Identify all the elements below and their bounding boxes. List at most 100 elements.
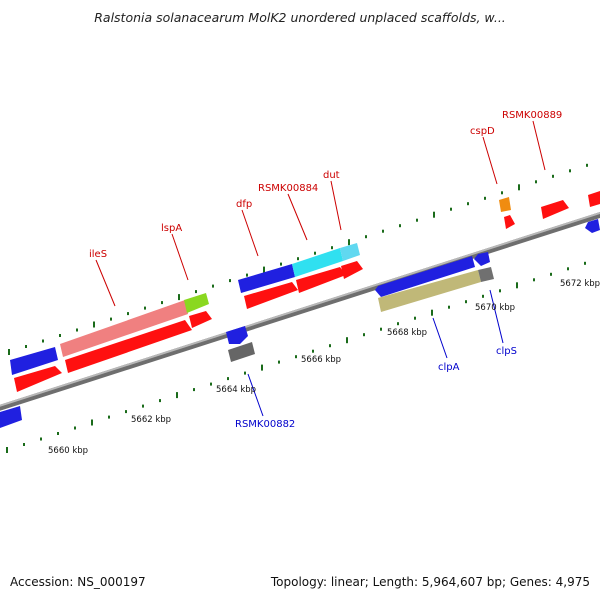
scale-tick <box>142 404 144 408</box>
forward-strand-genes <box>10 191 600 392</box>
scale-tick <box>365 235 367 239</box>
gene-box[interactable] <box>340 243 360 261</box>
scale-tick <box>76 328 78 332</box>
scale-tick <box>569 169 571 173</box>
reverse-strand-genes <box>0 219 600 428</box>
scale-tick <box>244 371 246 375</box>
scale-tick <box>25 345 27 348</box>
label-leaders <box>95 120 546 417</box>
gene-box[interactable] <box>375 256 475 297</box>
gene-box[interactable] <box>226 326 248 344</box>
gene-box[interactable] <box>292 248 343 277</box>
scale-tick <box>448 305 450 309</box>
gene-box[interactable] <box>244 282 298 309</box>
scale-tick <box>246 273 248 277</box>
gene-box[interactable] <box>228 342 255 362</box>
scale-tick <box>161 301 163 305</box>
scale-tick <box>431 309 433 316</box>
scale-tick <box>263 266 265 273</box>
gene-label-rsmk00889[interactable]: RSMK00889 <box>502 110 562 121</box>
scale-tick <box>178 294 180 301</box>
scale-tick <box>93 321 95 328</box>
scale-tick <box>346 337 348 344</box>
gene-box[interactable] <box>541 200 569 219</box>
scale-tick <box>312 349 314 353</box>
scale-tick <box>193 388 195 392</box>
scale-tick <box>382 229 384 233</box>
scale-tick <box>278 360 280 364</box>
scale-tick <box>108 415 110 419</box>
scale-tick <box>501 191 503 195</box>
gene-box[interactable] <box>238 264 295 293</box>
scale-tick <box>499 289 501 293</box>
scale-tick <box>8 349 10 355</box>
gene-label-rsmk00882[interactable]: RSMK00882 <box>235 419 295 430</box>
gene-box[interactable] <box>65 320 192 373</box>
scale-tick <box>329 344 331 348</box>
gene-label-dut[interactable]: dut <box>323 170 340 181</box>
gene-box[interactable] <box>189 311 212 328</box>
accession-text: Accession: NS_000197 <box>10 575 146 589</box>
gene-label-ileS[interactable]: ileS <box>89 249 107 260</box>
gene-box[interactable] <box>296 267 346 293</box>
scale-tick <box>144 306 146 310</box>
genome-summary-text: Topology: linear; Length: 5,964,607 bp; … <box>270 575 590 589</box>
scale-tick <box>297 257 299 261</box>
gene-box[interactable] <box>184 293 209 313</box>
scale-label: 5668 kbp <box>387 328 427 338</box>
scale-tick <box>23 443 25 446</box>
gene-box[interactable] <box>478 267 494 282</box>
scale-tick <box>467 202 469 206</box>
scale-label: 5662 kbp <box>131 415 171 425</box>
gene-box[interactable] <box>341 261 363 279</box>
gene-box[interactable] <box>10 347 58 375</box>
gene-box[interactable] <box>588 191 600 207</box>
genome-backbone <box>0 212 600 411</box>
scale-label: 5670 kbp <box>475 303 515 313</box>
gene-labels: ileS lspA dfp RSMK00884 dut cspD RSMK008… <box>89 110 562 430</box>
gene-box[interactable] <box>0 406 22 428</box>
gene-label-rsmk00884[interactable]: RSMK00884 <box>258 183 318 194</box>
scale-tick <box>414 316 416 320</box>
gene-box[interactable] <box>14 366 62 392</box>
scale-tick <box>6 447 8 453</box>
map-title: Ralstonia solanacearum MolK2 unordered u… <box>94 10 506 25</box>
gene-label-clpA[interactable]: clpA <box>438 362 460 373</box>
gene-label-clpS[interactable]: clpS <box>496 346 517 357</box>
gene-box[interactable] <box>60 300 188 357</box>
scale-tick <box>584 261 586 265</box>
scale-tick <box>331 246 333 250</box>
scale-tick <box>533 278 535 282</box>
scale-tick <box>586 163 588 167</box>
scale-tick <box>518 184 520 191</box>
scale-tick <box>59 334 61 337</box>
gene-box[interactable] <box>378 270 481 312</box>
gene-box[interactable] <box>585 219 600 233</box>
scale-tick <box>416 218 418 222</box>
gene-label-cspD[interactable]: cspD <box>470 126 495 137</box>
scale-ticks <box>6 163 588 453</box>
scale-tick <box>314 251 316 255</box>
gene-box[interactable] <box>504 215 515 229</box>
scale-tick <box>516 282 518 289</box>
scale-label: 5660 kbp <box>48 446 88 456</box>
scale-tick <box>450 207 452 211</box>
gene-box[interactable] <box>474 252 490 266</box>
scale-label: 5672 kbp <box>560 279 600 289</box>
scale-tick <box>127 312 129 316</box>
scale-tick <box>433 211 435 218</box>
scale-tick <box>567 267 569 271</box>
scale-labels: 5660 kbp 5662 kbp 5664 kbp 5666 kbp 5668… <box>48 279 600 456</box>
scale-tick <box>40 437 42 441</box>
gene-box[interactable] <box>499 197 511 212</box>
gene-label-lspA[interactable]: lspA <box>161 223 182 234</box>
scale-tick <box>176 392 178 399</box>
scale-tick <box>227 377 229 381</box>
scale-tick <box>484 196 486 200</box>
scale-tick <box>550 272 552 276</box>
scale-tick <box>348 239 350 246</box>
gene-label-dfp[interactable]: dfp <box>236 199 252 210</box>
scale-tick <box>465 300 467 304</box>
scale-tick <box>195 290 197 294</box>
